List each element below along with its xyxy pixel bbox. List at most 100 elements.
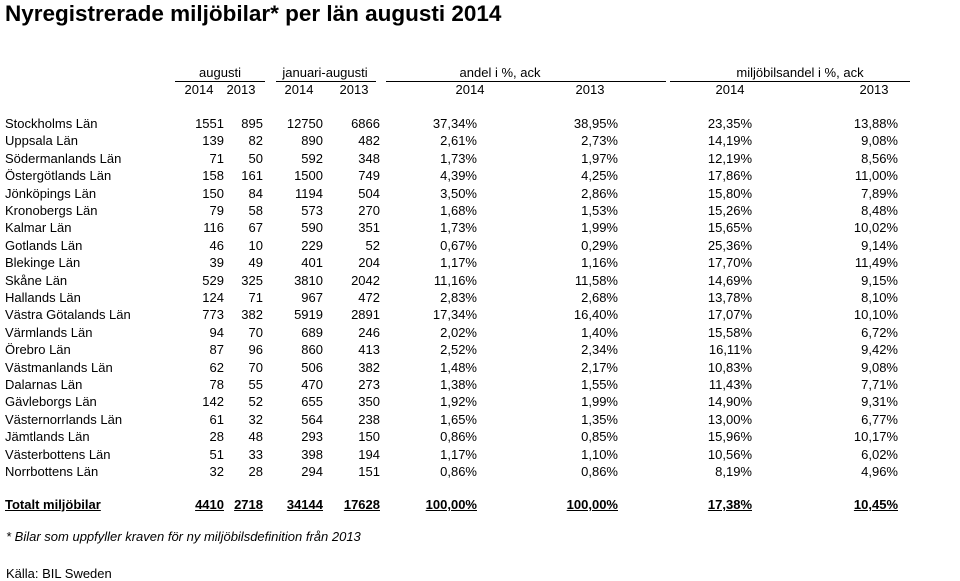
table-cell: 15,65%	[707, 220, 752, 236]
table-cell: 413	[358, 342, 380, 358]
row-label: Gotlands Län	[5, 237, 83, 253]
table-cell: 967	[301, 290, 323, 305]
table-cell: 0,86%	[440, 429, 477, 445]
table-cell: 382	[358, 359, 380, 375]
table-cell: 10,02%	[853, 220, 898, 236]
table-cell: 94	[209, 324, 224, 340]
table-cell: 1,53%	[581, 203, 618, 218]
table-cell: 12750	[286, 116, 323, 131]
table-cell: 348	[358, 150, 380, 166]
table-cell: 14,69%	[707, 272, 752, 288]
table-cell: 15,96%	[707, 429, 752, 445]
row-label: Kronobergs Län	[5, 203, 98, 218]
table-cell: 84	[248, 185, 263, 201]
row-label: Västerbottens Län	[5, 446, 111, 462]
table-cell: 2,61%	[440, 133, 477, 149]
table-cell: 142	[202, 394, 224, 410]
table-cell: 15,26%	[707, 203, 752, 218]
row-label: Gävleborgs Län	[5, 394, 97, 410]
table-cell: 61	[209, 411, 224, 427]
table-cell: 17,86%	[707, 168, 752, 184]
table-cell: 15,58%	[707, 324, 752, 340]
table-cell: 1,17%	[440, 255, 477, 271]
table-cell: 773	[202, 307, 224, 323]
table-cell: 0,29%	[581, 237, 618, 253]
table-cell: 28	[248, 464, 263, 479]
table-cell: 504	[358, 185, 380, 201]
table-cell: 529	[202, 272, 224, 288]
table-cell: 246	[358, 324, 380, 340]
table-cell: 270	[358, 203, 380, 218]
table-cell: 1,10%	[581, 446, 618, 462]
table-cell: 16,11%	[708, 342, 752, 358]
page-title: Nyregistrerade miljöbilar* per län augus…	[5, 1, 502, 26]
table-cell: 13,78%	[707, 290, 752, 305]
table-cell: 1,92%	[440, 394, 477, 410]
table-cell: 350	[358, 394, 380, 410]
table-cell: 139	[202, 133, 224, 149]
table-cell: 229	[301, 237, 323, 253]
table-cell: 79	[209, 203, 224, 218]
table-cell: 470	[301, 377, 323, 392]
table-cell: 1,68%	[440, 203, 477, 218]
table-cell: 1,99%	[581, 394, 618, 410]
table-cell: 1,73%	[440, 150, 477, 166]
source-note: Källa: BIL Sweden	[6, 566, 112, 581]
total-cell: 2718	[234, 497, 263, 512]
table-cell: 1,48%	[440, 359, 477, 375]
table-cell: 273	[358, 377, 380, 392]
row-label: Jönköpings Län	[5, 185, 97, 201]
header-andel: andel i %, ack	[459, 65, 541, 80]
year-header: 2014	[455, 82, 485, 97]
table-cell: 116	[203, 220, 224, 236]
table-cell: 4,96%	[861, 464, 898, 479]
table-cell: 38,95%	[573, 116, 618, 131]
table-cell: 33	[248, 446, 263, 462]
table-cell: 124	[202, 290, 224, 305]
table-cell: 49	[248, 255, 263, 271]
table-cell: 67	[248, 220, 263, 236]
table-cell: 12,19%	[707, 150, 752, 166]
table-cell: 506	[301, 359, 323, 375]
table-cell: 2,86%	[581, 185, 618, 201]
table-cell: 294	[301, 464, 323, 479]
table-cell: 23,35%	[707, 116, 752, 131]
year-header: 2013	[226, 82, 256, 97]
total-cell: 100,00%	[425, 497, 477, 512]
table-cell: 238	[358, 411, 380, 427]
table-cell: 325	[241, 272, 263, 288]
table-cell: 2,68%	[581, 290, 618, 305]
row-label: Västernorrlands Län	[5, 411, 123, 427]
table-cell: 6,72%	[861, 324, 898, 340]
table-cell: 4,25%	[581, 168, 618, 184]
table-cell: 590	[301, 220, 323, 236]
row-label: Västra Götalands Län	[5, 307, 131, 323]
table-cell: 9,15%	[861, 272, 898, 288]
table-cell: 9,14%	[861, 237, 898, 253]
table-cell: 2,02%	[440, 324, 477, 340]
table-cell: 10,83%	[707, 359, 752, 375]
table-cell: 2,83%	[440, 290, 477, 305]
table-cell: 1,16%	[581, 255, 618, 271]
header-januari-augusti: januari-augusti	[282, 65, 368, 80]
table-cell: 71	[248, 290, 263, 305]
row-label: Stockholms Län	[5, 116, 98, 131]
total-cell: 17628	[343, 497, 380, 512]
table-cell: 11,43%	[708, 377, 752, 392]
table-cell: 52	[365, 237, 380, 253]
table-cell: 37,34%	[432, 116, 477, 131]
table-cell: 8,56%	[861, 150, 898, 166]
table-cell: 1,65%	[440, 411, 477, 427]
table-cell: 9,08%	[861, 359, 898, 375]
row-label: Värmlands Län	[5, 324, 93, 340]
table-cell: 1,97%	[581, 150, 618, 166]
footnote: * Bilar som uppfyller kraven för ny milj…	[6, 529, 361, 544]
table-cell: 9,31%	[861, 394, 898, 410]
total-cell: 10,45%	[853, 497, 898, 512]
row-label: Hallands Län	[5, 290, 81, 305]
row-label: Uppsala Län	[5, 133, 78, 149]
table-cell: 11,58%	[574, 272, 618, 288]
table-cell: 25,36%	[707, 237, 752, 253]
table-cell: 13,00%	[707, 411, 752, 427]
row-label: Skåne Län	[5, 272, 68, 288]
